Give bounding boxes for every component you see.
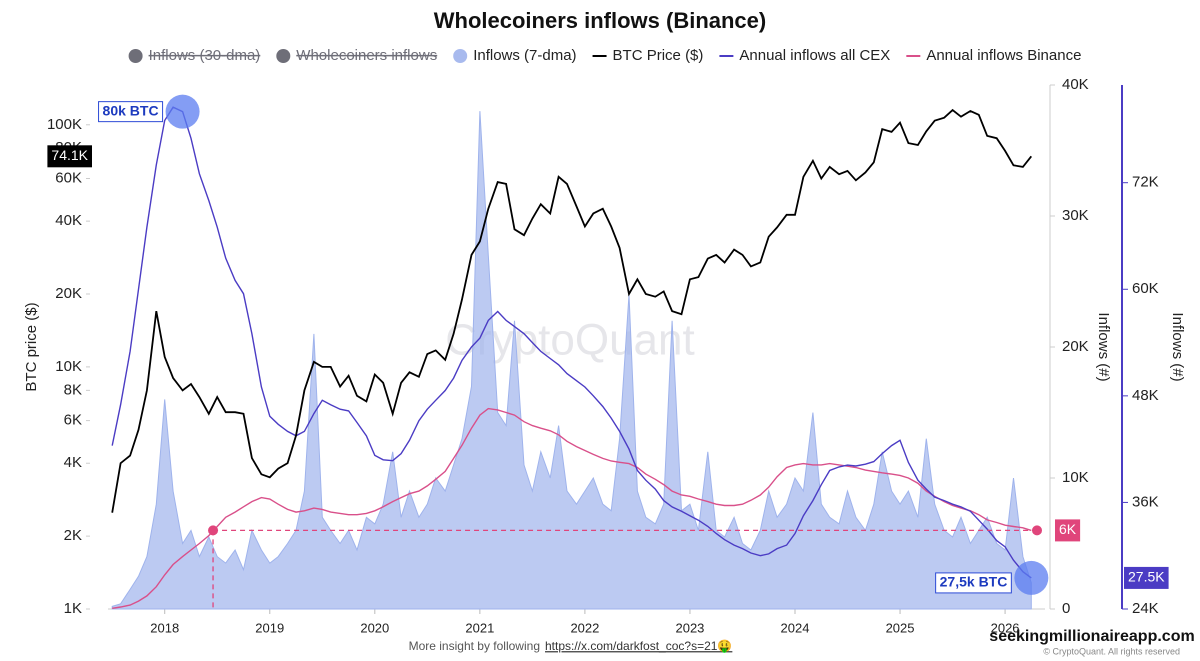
legend-item: Inflows (7-dma) [453,47,577,64]
axis-badge [1055,519,1081,542]
axis-badge-label: 74.1K [51,147,88,163]
y-tick-label: 40K [55,212,82,229]
legend-item: Annual inflows all CEX [719,47,890,64]
y3-axis-title: Inflows (#) [1169,312,1186,381]
reference-dot [208,525,219,536]
y-tick-label: 4K [64,454,82,471]
y-axis-title: BTC price ($) [23,302,40,391]
x-tick-label: 2023 [675,620,704,635]
annotation-label: 80k BTC [103,102,159,118]
y3-tick-label: 72K [1132,174,1159,191]
footer-link[interactable]: https://x.com/darkfost_coc?s=21🤑 [545,639,732,653]
y2-tick-label: 10K [1062,469,1089,486]
y3-tick-label: 48K [1132,387,1159,404]
legend-item: Annual inflows Binance [906,47,1081,64]
line [112,407,1032,609]
legend-item: Inflows (30-dma) [128,47,261,64]
legend-label: BTC Price ($) [613,47,704,64]
x-tick-label: 2025 [886,620,915,635]
legend-label: Inflows (30-dma) [149,47,261,64]
axis-badge-label: 6K [1059,521,1077,537]
area [111,111,1032,610]
legend-item: BTC Price ($) [592,47,704,64]
x-tick-label: 2020 [360,620,389,635]
annotation-box [98,101,164,123]
y-tick-label: 6K [64,412,82,429]
y2-tick-label: 30K [1062,207,1089,224]
legend-swatch [276,49,291,63]
annotation-label: 27,5k BTC [940,574,1008,590]
y2-tick-label: 20K [1062,338,1089,355]
y2-tick-label: 0 [1062,600,1070,617]
y2-tick-label: 40K [1062,76,1089,93]
annotation-circle [165,94,200,129]
y-tick-label: 60K [55,169,82,186]
footer-text: More insight by following [409,639,540,653]
annotation-box [935,572,1012,594]
legend-swatch [453,49,468,63]
y-tick-label: 10K [55,358,82,375]
y2-axis-title: Inflows (#) [1095,312,1112,381]
y-tick-label: 2K [64,527,82,544]
reference-dot [1032,525,1042,536]
site-watermark: seekingmillionaireapp.com [989,628,1194,645]
legend: Inflows (30-dma) Wholecoiners inflows Infl… [128,47,1081,64]
legend-label: Annual inflows Binance [926,47,1081,64]
y3-tick-label: 24K [1132,600,1159,617]
legend-item: Wholecoiners inflows [276,47,437,64]
x-tick-label: 2024 [781,620,810,635]
legend-label: Wholecoiners inflows [296,47,437,64]
y-tick-label: 20K [55,285,82,302]
axis-badge-label: 27.5K [1128,569,1165,585]
x-tick-label: 2022 [570,620,599,635]
x-tick-label: 2018 [150,620,179,635]
chart-title: Wholecoiners inflows (Binance) [434,8,766,33]
copyright: © CryptoQuant. All rights reserved [1043,646,1180,656]
legend-label: Annual inflows all CEX [739,47,890,64]
y-tick-label: 100K [47,116,82,133]
x-tick-label: 2019 [255,620,284,635]
line [111,108,1033,513]
y-tick-label: 8K [64,381,82,398]
annotation-circle [1014,560,1049,595]
legend-label: Inflows (7-dma) [473,47,576,64]
line [111,106,1032,579]
y3-tick-label: 36K [1132,493,1159,510]
legend-swatch [128,49,143,63]
y3-tick-label: 60K [1132,280,1159,297]
x-tick-label: 2021 [465,620,494,635]
site-watermark-box [986,624,1198,649]
annotation: 27,5k BTC [935,572,1012,594]
x-tick-label: 2026 [991,620,1020,635]
axis-badge [1124,566,1169,589]
axis-badge [47,145,92,168]
annotation: 80k BTC [98,101,164,123]
y-tick-label: 1K [64,600,82,617]
